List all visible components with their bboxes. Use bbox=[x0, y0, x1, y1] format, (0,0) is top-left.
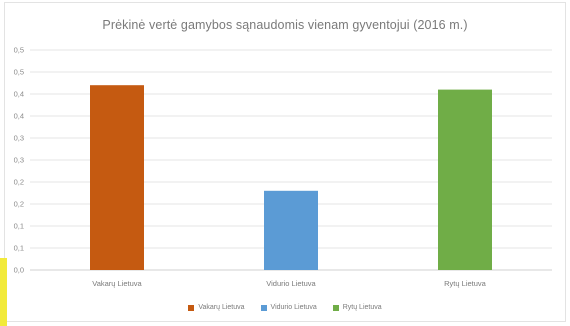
legend-label: Rytų Lietuva bbox=[342, 304, 382, 311]
y-tick-label: 0,2 bbox=[14, 200, 24, 209]
bar bbox=[438, 89, 492, 270]
x-category-label: Vakarų Lietuva bbox=[92, 279, 142, 288]
y-tick-label: 0,5 bbox=[14, 68, 24, 77]
legend-swatch bbox=[332, 304, 339, 311]
legend-label: Vakarų Lietuva bbox=[198, 304, 245, 311]
legend-swatch bbox=[188, 304, 195, 311]
bar bbox=[264, 190, 318, 270]
y-tick-label: 0,3 bbox=[14, 134, 24, 143]
y-tick-label: 0,4 bbox=[14, 112, 24, 121]
y-tick-label: 0,2 bbox=[14, 178, 24, 187]
chart-legend: Vakarų Lietuva Vidurio Lietuva Rytų Lietuv… bbox=[0, 304, 570, 311]
legend-swatch bbox=[260, 304, 267, 311]
y-tick-label: 0,3 bbox=[14, 156, 24, 165]
y-tick-label: 0,1 bbox=[14, 222, 24, 231]
x-category-label: Rytų Lietuva bbox=[444, 279, 487, 288]
chart-title: Prėkinė vertė gamybos sąnaudomis vienam … bbox=[102, 18, 468, 32]
yellow-accent-strip bbox=[0, 258, 7, 326]
y-tick-label: 0,1 bbox=[14, 244, 24, 253]
legend-item: Vakarų Lietuva bbox=[188, 304, 245, 311]
y-tick-label: 0,5 bbox=[14, 46, 24, 55]
legend-item: Rytų Lietuva bbox=[332, 304, 382, 311]
legend-label: Vidurio Lietuva bbox=[270, 304, 317, 311]
bar bbox=[90, 85, 144, 270]
x-category-label: Vidurio Lietuva bbox=[266, 279, 316, 288]
y-tick-label: 0,4 bbox=[14, 90, 24, 99]
legend-item: Vidurio Lietuva bbox=[260, 304, 317, 311]
y-tick-label: 0,0 bbox=[14, 266, 24, 275]
